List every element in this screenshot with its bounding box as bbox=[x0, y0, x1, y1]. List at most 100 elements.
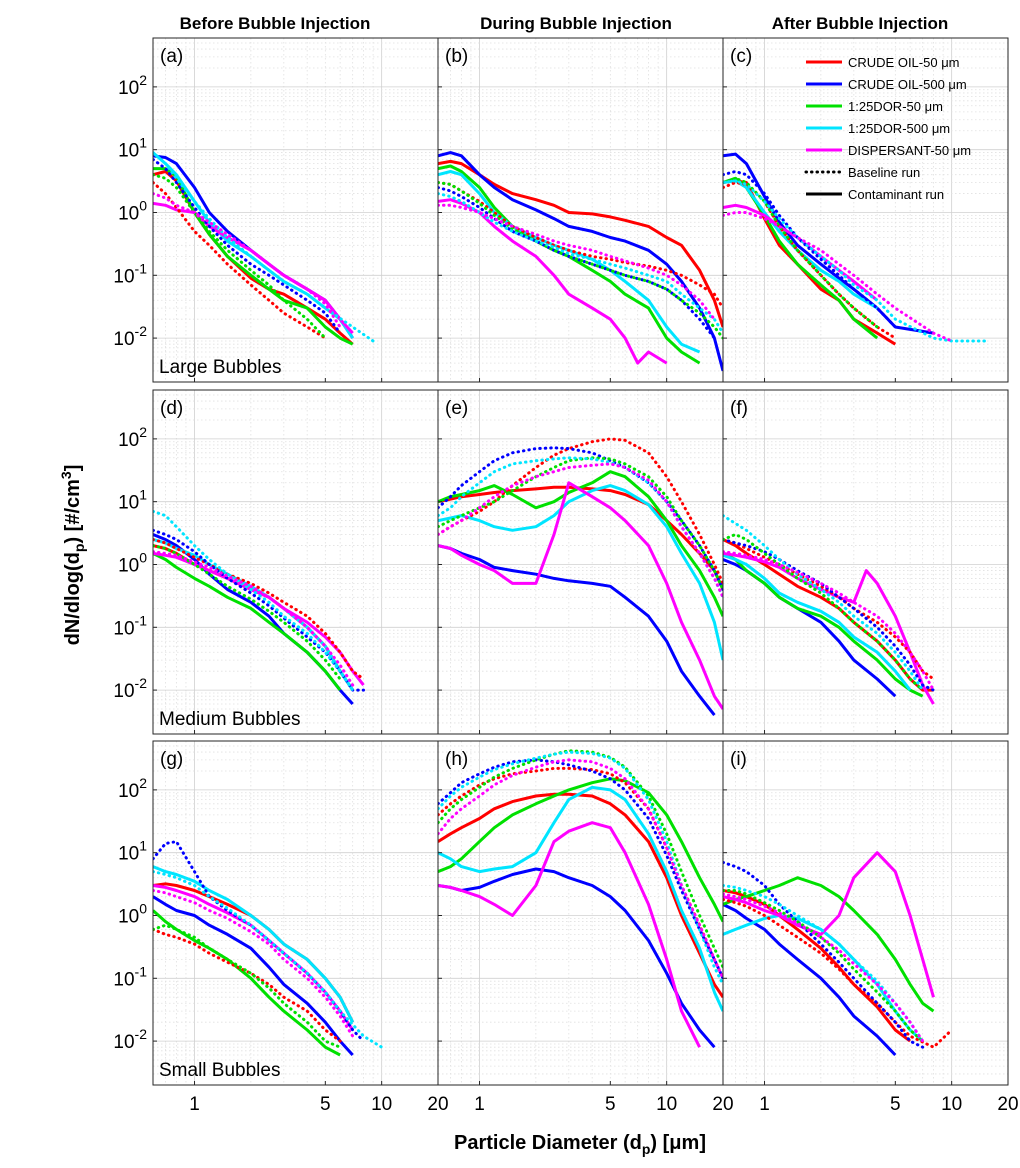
series-contaminant-line bbox=[438, 777, 723, 923]
series-contaminant-line bbox=[438, 792, 723, 999]
series-contaminant-line bbox=[723, 552, 924, 698]
panel-label: (b) bbox=[445, 46, 468, 67]
grid bbox=[723, 741, 1008, 1085]
plot-area bbox=[153, 741, 438, 1085]
plot-area bbox=[723, 741, 1008, 1085]
series-baseline-line bbox=[438, 186, 716, 340]
series-group bbox=[723, 152, 987, 346]
series-group bbox=[723, 514, 935, 705]
plot-area bbox=[438, 38, 723, 382]
y-tick-label: 100 bbox=[118, 900, 147, 927]
series-baseline-line bbox=[723, 538, 935, 692]
x-tick-label: 10 bbox=[371, 1094, 392, 1115]
series-baseline-line bbox=[438, 758, 723, 980]
series-contaminant-line bbox=[723, 851, 935, 998]
panel-g: (g) Small Bubbles 10-2 10-1 100 101 102 1 5 10 20 bbox=[113, 740, 449, 1115]
grid bbox=[723, 390, 1008, 734]
panel-label: (f) bbox=[730, 398, 748, 419]
panel-e: (e) bbox=[437, 389, 724, 735]
panel-frame bbox=[722, 389, 1009, 735]
series-baseline-line bbox=[438, 456, 723, 599]
series-baseline-line bbox=[153, 538, 365, 681]
series-baseline-line bbox=[723, 211, 954, 343]
panel-frame bbox=[722, 740, 1009, 1086]
series-contaminant-line bbox=[153, 865, 355, 1023]
series-contaminant-line bbox=[153, 552, 342, 692]
grid bbox=[153, 390, 438, 734]
series-baseline-line bbox=[438, 437, 723, 585]
x-axis-label: Particle Diameter (dp) [μm] bbox=[454, 1132, 706, 1157]
y-tick-label: 10-2 bbox=[113, 323, 147, 350]
series-contaminant-line bbox=[153, 895, 354, 1057]
series-contaminant-line bbox=[438, 867, 716, 1049]
column-titles: Before Bubble Injection During Bubble In… bbox=[180, 14, 949, 33]
x-tick-label: 20 bbox=[427, 1094, 448, 1115]
series-baseline-line bbox=[438, 181, 723, 310]
series-baseline-line bbox=[153, 192, 342, 329]
x-tick-label: 5 bbox=[890, 1094, 901, 1115]
series-baseline-line bbox=[723, 181, 897, 340]
series-baseline-line bbox=[153, 157, 342, 335]
y-tick-label: 10-1 bbox=[113, 963, 147, 990]
panel-a: (a) Large Bubbles 10-2 10-1 100 101 102 bbox=[113, 37, 439, 383]
y-tick-label: 10-1 bbox=[113, 612, 147, 639]
row-label: Medium Bubbles bbox=[159, 709, 301, 730]
y-tick-label: 101 bbox=[118, 487, 147, 514]
series-baseline-line bbox=[723, 898, 954, 1049]
series-group bbox=[438, 151, 723, 372]
series-baseline-line bbox=[438, 203, 716, 321]
column-title-during: During Bubble Injection bbox=[480, 14, 672, 33]
row-label: Small Bubbles bbox=[159, 1060, 280, 1081]
x-tick-label: 1 bbox=[474, 1094, 485, 1115]
series-baseline-line bbox=[723, 860, 925, 1049]
legend: CRUDE OIL-50 μm CRUDE OIL-500 μm 1:25DOR-5… bbox=[804, 55, 971, 202]
series-contaminant-line bbox=[153, 201, 354, 335]
legend-entry-label: CRUDE OIL-50 μm bbox=[848, 55, 960, 70]
legend-entry-label: Contaminant run bbox=[848, 187, 944, 202]
y-tick-label: 102 bbox=[118, 424, 147, 451]
series-contaminant-line bbox=[723, 553, 912, 692]
series-baseline-line bbox=[723, 889, 925, 1043]
panel-label: (a) bbox=[160, 46, 183, 67]
series-contaminant-line bbox=[438, 481, 723, 710]
mu-symbol: μ bbox=[669, 1132, 681, 1154]
row-label: Large Bubbles bbox=[159, 357, 282, 378]
y-tick-label: 100 bbox=[118, 549, 147, 576]
grid bbox=[153, 38, 438, 382]
legend-entry-label: CRUDE OIL-500 μm bbox=[848, 77, 967, 92]
series-contaminant-line bbox=[438, 484, 723, 661]
panel-label: (d) bbox=[160, 398, 183, 419]
series-baseline-line bbox=[153, 923, 342, 1049]
series-baseline-line bbox=[153, 550, 355, 687]
panel-i: (i) 1 5 10 20 bbox=[722, 740, 1019, 1115]
panel-label: (g) bbox=[160, 749, 183, 770]
series-baseline-line bbox=[153, 151, 375, 343]
series-baseline-line bbox=[438, 192, 723, 335]
y-tick-label: 102 bbox=[118, 775, 147, 802]
series-baseline-line bbox=[153, 544, 342, 681]
y-tick-label: 100 bbox=[118, 197, 147, 224]
legend-entry-label: 1:25DOR-50 μm bbox=[848, 99, 943, 114]
column-title-before: Before Bubble Injection bbox=[180, 14, 371, 33]
series-baseline-line bbox=[438, 758, 723, 980]
series-group bbox=[153, 840, 384, 1057]
panel-label: (e) bbox=[445, 398, 468, 419]
series-contaminant-line bbox=[438, 151, 723, 372]
series-baseline-line bbox=[723, 550, 935, 692]
legend-entry-label: DISPERSANT-50 μm bbox=[848, 143, 971, 158]
panel-b: (b) bbox=[437, 37, 724, 383]
series-baseline-line bbox=[153, 509, 355, 692]
series-baseline-line bbox=[723, 538, 935, 681]
plot-area bbox=[438, 390, 723, 734]
panel-label: (h) bbox=[445, 749, 468, 770]
series-contaminant-line bbox=[153, 170, 354, 346]
series-baseline-line bbox=[438, 749, 723, 969]
series-baseline-line bbox=[723, 176, 879, 329]
x-tick-label: 20 bbox=[997, 1094, 1018, 1115]
series-group bbox=[438, 749, 723, 1049]
series-baseline-line bbox=[153, 173, 327, 340]
y-tick-label: 102 bbox=[118, 72, 147, 99]
series-contaminant-line bbox=[438, 821, 701, 1048]
series-baseline-line bbox=[438, 766, 723, 980]
